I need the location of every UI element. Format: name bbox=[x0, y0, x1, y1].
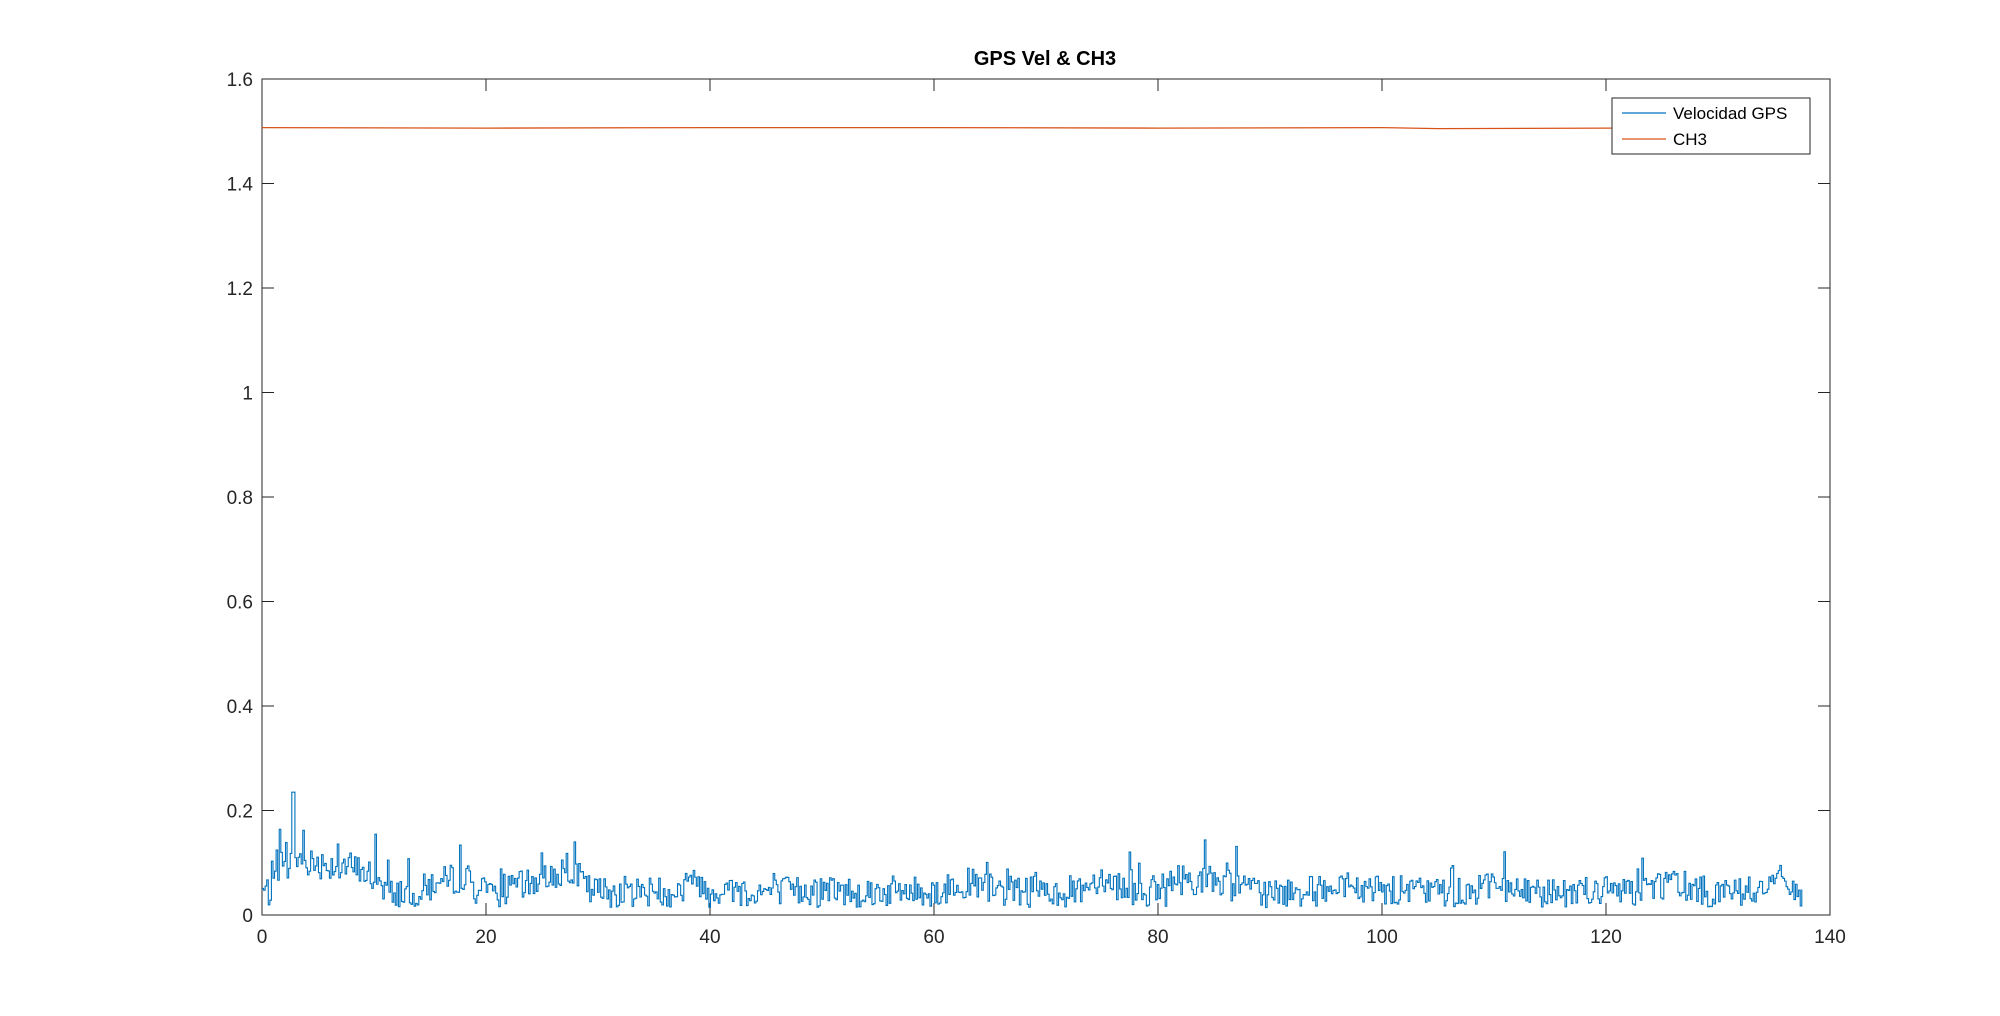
x-tick-label: 60 bbox=[923, 927, 944, 948]
legend-box bbox=[1611, 97, 1811, 155]
y-tick-label: 1.4 bbox=[227, 175, 254, 196]
y-tick-label: 1.2 bbox=[227, 279, 253, 300]
legend-label-velocidad-gps: Velocidad GPS bbox=[1673, 104, 1787, 123]
x-tick-label: 100 bbox=[1366, 927, 1398, 948]
series-line-velocidad-gps bbox=[262, 791, 1803, 909]
y-tick-label: 0.2 bbox=[227, 802, 253, 823]
series-layer bbox=[261, 126, 1803, 909]
ticks-layer: 0 20 40 60 80 100 120 140 0 0.2 0.4 0.6 0.8 1 1.2 1.4 1.… bbox=[227, 70, 1846, 948]
x-tick-label: 0 bbox=[257, 927, 268, 948]
x-tick-label: 80 bbox=[1147, 927, 1168, 948]
y-tick-label: 0.6 bbox=[227, 593, 253, 614]
legend: Velocidad GPS CH3 bbox=[1611, 97, 1811, 155]
y-tick-label: 1.6 bbox=[227, 70, 253, 91]
y-tick-label: 0 bbox=[242, 906, 253, 927]
legend-label-ch3: CH3 bbox=[1673, 130, 1707, 149]
x-tick-label: 140 bbox=[1814, 927, 1846, 948]
y-tick-label: 0.8 bbox=[227, 488, 253, 509]
y-tick-label: 1 bbox=[242, 384, 253, 405]
chart-title: GPS Vel & CH3 bbox=[974, 48, 1116, 70]
x-tick-label: 40 bbox=[699, 927, 720, 948]
x-tick-label: 120 bbox=[1590, 927, 1622, 948]
axes-box bbox=[261, 78, 1831, 916]
y-tick-label: 0.4 bbox=[227, 697, 254, 718]
series-line-ch3 bbox=[261, 126, 1803, 130]
x-tick-label: 20 bbox=[475, 927, 496, 948]
plot-area: 0 20 40 60 80 100 120 140 0 0.2 0.4 0.6 0.8 1 1.2 1.4 1.… bbox=[227, 70, 1846, 948]
